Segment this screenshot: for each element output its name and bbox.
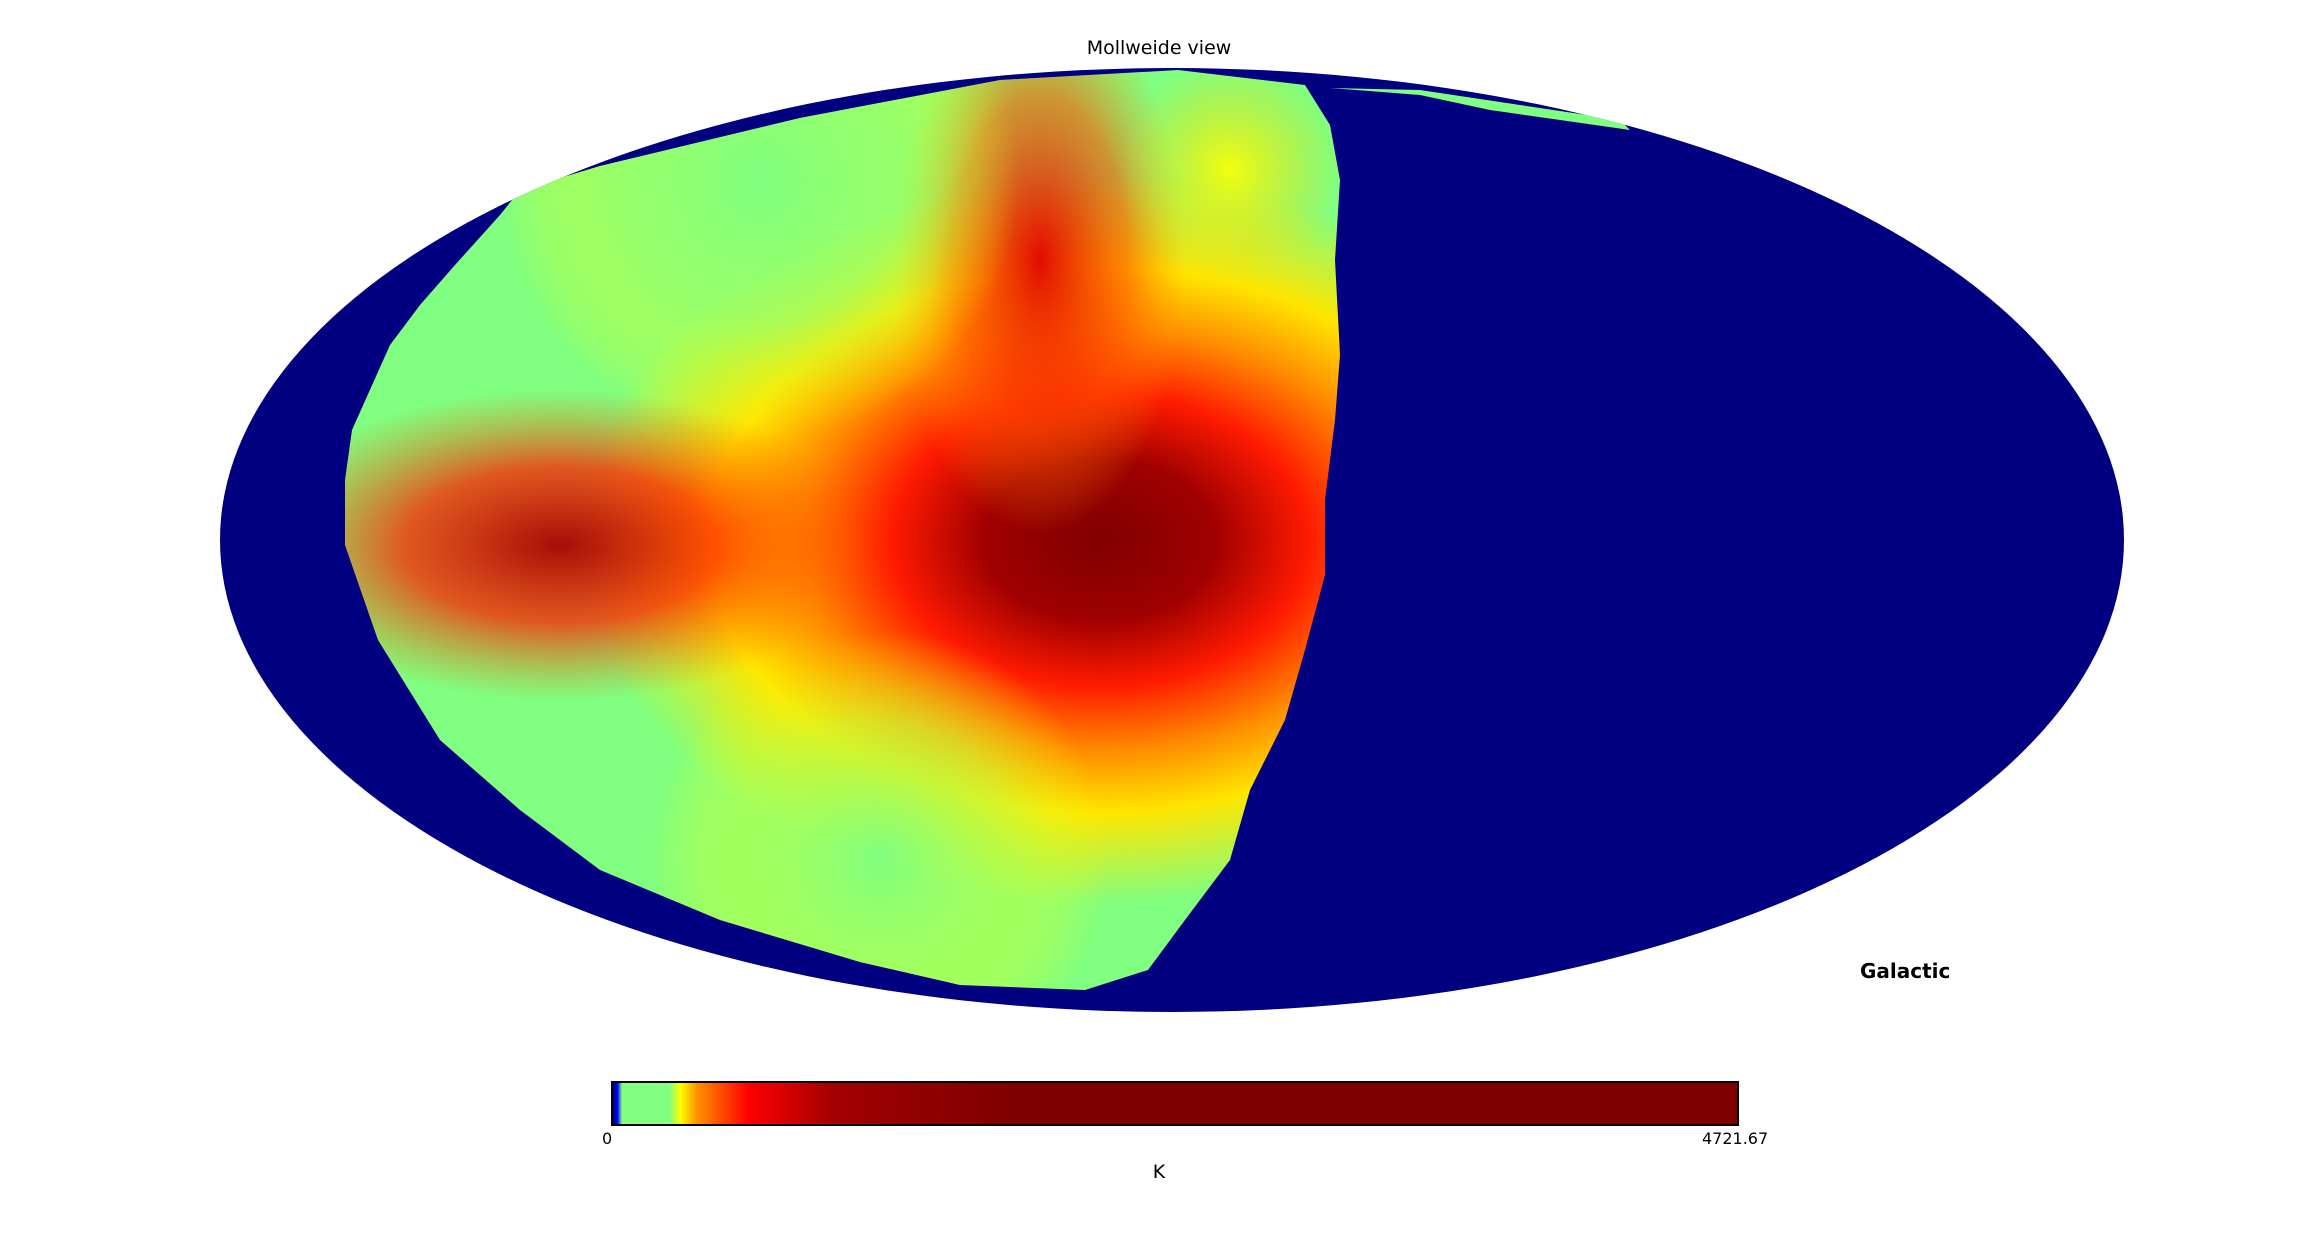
colorbar-gradient — [613, 1083, 1737, 1124]
coordinate-system-label: Galactic — [1860, 959, 1951, 983]
colorbar — [611, 1081, 1739, 1126]
colorbar-min-label: 0 — [602, 1129, 613, 1148]
colorbar-unit-label: K — [1152, 1161, 1166, 1183]
map-title: Mollweide view — [1086, 37, 1232, 59]
colorbar-max-label: 4721.67 — [1702, 1129, 1769, 1148]
